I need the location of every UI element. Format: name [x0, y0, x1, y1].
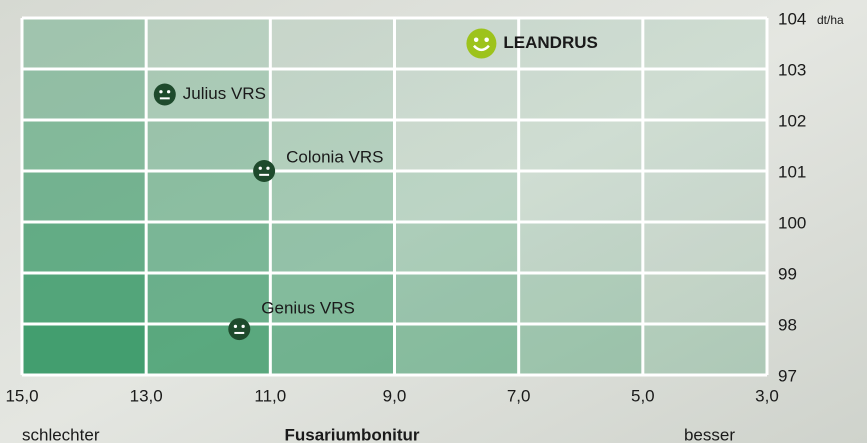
y-tick-label: 99 — [778, 264, 797, 283]
grid-cell — [643, 222, 767, 273]
grid-cell — [146, 18, 270, 69]
grid-cell — [395, 324, 519, 375]
grid-cell — [395, 69, 519, 120]
grid-cell — [519, 171, 643, 222]
point-label: Julius VRS — [183, 84, 266, 103]
y-unit: dt/ha — [817, 13, 844, 27]
grid-cell — [519, 273, 643, 324]
x-left-note: schlechter — [22, 425, 100, 443]
x-tick-label: 9,0 — [383, 386, 407, 405]
grid-cell — [270, 18, 394, 69]
y-tick-label: 97 — [778, 366, 797, 385]
y-tick-label: 98 — [778, 315, 797, 334]
x-tick-label: 5,0 — [631, 386, 655, 405]
grid-cell — [22, 324, 146, 375]
grid-cell — [395, 18, 519, 69]
chart: schlechter Fusariumbonitur besser 15,0 13… — [0, 0, 867, 443]
grid-cell — [146, 324, 270, 375]
grid-cell — [395, 222, 519, 273]
x-axis-title: Fusariumbonitur — [284, 425, 419, 443]
grid-cell — [643, 324, 767, 375]
grid-cell — [146, 120, 270, 171]
y-tick-label: 102 — [778, 111, 806, 130]
eye — [159, 90, 162, 93]
eye — [234, 325, 237, 328]
grid-cell — [270, 222, 394, 273]
grid-cell — [643, 18, 767, 69]
eye — [167, 90, 170, 93]
x-tick-label: 13,0 — [130, 386, 163, 405]
grid-cell — [146, 171, 270, 222]
eye — [241, 325, 244, 328]
x-tick-label: 15,0 — [5, 386, 38, 405]
y-tick-label: 101 — [778, 162, 806, 181]
point-label: LEANDRUS — [503, 33, 597, 52]
grid-cell — [22, 222, 146, 273]
point — [466, 29, 496, 59]
grid-cell — [519, 69, 643, 120]
marker — [228, 318, 250, 340]
eye — [266, 167, 269, 170]
point-label: Genius VRS — [261, 299, 355, 318]
grid-cell — [519, 120, 643, 171]
grid-cell — [22, 120, 146, 171]
grid-cell — [395, 171, 519, 222]
marker — [253, 160, 275, 182]
y-tick-label: 104 — [778, 9, 806, 28]
grid-cell — [146, 273, 270, 324]
eye — [484, 38, 489, 43]
grid-cell — [270, 171, 394, 222]
grid-cell — [146, 222, 270, 273]
point — [154, 84, 176, 106]
x-tick-label: 3,0 — [755, 386, 779, 405]
eye — [474, 38, 479, 43]
x-right-note: besser — [684, 425, 735, 443]
x-tick-label: 7,0 — [507, 386, 531, 405]
grid-cell — [395, 273, 519, 324]
grid-cell — [395, 120, 519, 171]
grid-cell — [519, 222, 643, 273]
grid-cell — [22, 69, 146, 120]
grid-cell — [22, 273, 146, 324]
grid-cell — [643, 171, 767, 222]
y-tick-label: 103 — [778, 60, 806, 79]
point-label: Colonia VRS — [286, 147, 383, 166]
point — [228, 318, 250, 340]
grid-cell — [643, 120, 767, 171]
marker — [466, 29, 496, 59]
grid-cell — [270, 324, 394, 375]
page: schlechter Fusariumbonitur besser 15,0 13… — [0, 0, 867, 443]
grid-cell — [22, 171, 146, 222]
marker — [154, 84, 176, 106]
grid-cell — [270, 69, 394, 120]
grid-cell — [519, 324, 643, 375]
x-tick-label: 11,0 — [254, 386, 286, 405]
y-tick-label: 100 — [778, 213, 806, 232]
grid-cell — [643, 273, 767, 324]
grid-cell — [22, 18, 146, 69]
grid-cell — [643, 69, 767, 120]
eye — [259, 167, 262, 170]
point — [253, 160, 275, 182]
